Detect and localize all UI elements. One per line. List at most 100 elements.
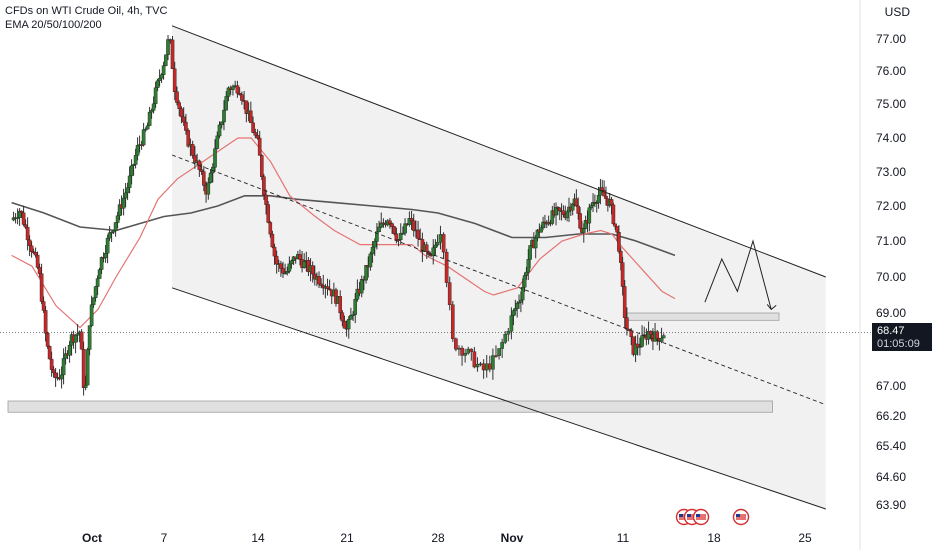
candle-body	[19, 210, 24, 214]
candle-body	[153, 87, 158, 104]
us-flag-stripes	[696, 514, 706, 520]
candle-body	[67, 345, 72, 356]
y-tick-label: 71.00	[876, 234, 906, 248]
candle-body	[103, 252, 108, 259]
candle-body	[141, 129, 146, 146]
candle-body	[260, 155, 264, 177]
candle-body	[620, 262, 625, 287]
us-flag-canton	[736, 514, 740, 517]
candle-body	[111, 230, 116, 233]
candle-body	[622, 286, 627, 318]
candle-body	[41, 301, 46, 311]
candle-body	[51, 369, 56, 374]
candle-body	[135, 144, 140, 156]
candle-body	[149, 110, 154, 113]
candle-body	[219, 121, 224, 126]
candle-body	[115, 215, 120, 223]
candle-body	[613, 223, 617, 227]
candle-body	[215, 135, 220, 149]
candle-body	[95, 278, 100, 287]
candle-body	[351, 314, 355, 316]
candle-body	[129, 165, 134, 177]
y-tick-label: 69.00	[876, 306, 906, 320]
candle-body	[522, 275, 527, 288]
candle-body	[240, 94, 244, 101]
candle-body	[201, 171, 206, 186]
candle-body	[222, 109, 226, 123]
candle-body	[457, 347, 461, 350]
x-tick-label: 14	[251, 531, 265, 545]
candle-body	[255, 135, 260, 139]
candle-body	[47, 346, 52, 360]
candle-body	[481, 363, 486, 371]
indicator-legend[interactable]: EMA 20/50/100/200	[5, 19, 102, 31]
x-tick-label: 11	[617, 531, 630, 545]
candle-body	[557, 207, 562, 212]
x-tick-label: 21	[340, 531, 354, 545]
support-zone	[7, 400, 773, 413]
x-tick-label: 18	[707, 531, 721, 545]
candle-body	[526, 259, 531, 273]
ema-slow-line	[11, 195, 676, 257]
candle-body	[93, 286, 98, 299]
candle-body	[133, 155, 138, 165]
candle-body	[39, 273, 44, 302]
candle-body	[497, 348, 501, 356]
candle-body	[447, 282, 452, 306]
candle-body	[506, 331, 511, 335]
candle-body	[565, 211, 569, 219]
candle-body	[561, 210, 566, 216]
candle-body	[181, 116, 186, 123]
candle-body	[349, 315, 353, 320]
candle-body	[310, 265, 315, 275]
candle-body	[388, 220, 392, 224]
last-price-value: 68.47	[877, 325, 905, 337]
candle-body	[279, 263, 283, 269]
candle-body	[574, 198, 579, 207]
candle-body	[23, 224, 28, 228]
candle-body	[87, 325, 92, 350]
candle-body	[424, 244, 429, 253]
candle-body	[390, 223, 394, 227]
candle-body	[416, 229, 420, 239]
candle-body	[248, 110, 253, 124]
candle-body	[438, 234, 443, 243]
candle-body	[596, 194, 601, 203]
candle-body	[85, 349, 90, 386]
bar-countdown: 01:05:09	[877, 338, 920, 350]
candle-body	[494, 355, 498, 357]
candle-body	[253, 132, 258, 136]
candle-body	[235, 85, 240, 94]
candle-body	[520, 287, 525, 301]
chart-title[interactable]: CFDs on WTI Crude Oil, 4h, TVC	[5, 5, 168, 17]
candle-body	[179, 108, 184, 118]
candle-body	[570, 204, 575, 211]
candle-body	[105, 237, 110, 254]
candle-body	[629, 330, 633, 337]
candle-body	[231, 86, 235, 90]
candle-body	[266, 204, 271, 223]
candle-body	[217, 124, 222, 137]
candle-body	[143, 128, 148, 131]
channel-area	[172, 25, 826, 510]
candle-body	[342, 320, 347, 329]
candle-body	[264, 194, 268, 205]
candle-body	[646, 331, 651, 340]
y-tick-label: 66.20	[876, 409, 906, 423]
candle-body	[463, 353, 467, 356]
candle-body	[519, 299, 523, 303]
candle-body	[281, 268, 285, 274]
candle-body	[287, 263, 292, 272]
candle-body	[37, 267, 42, 274]
candle-body	[327, 288, 332, 290]
candle-body	[83, 385, 88, 389]
x-tick-label: Oct	[82, 531, 102, 545]
candle-body	[190, 144, 195, 156]
candle-body	[609, 199, 614, 206]
candle-body	[283, 272, 287, 275]
candle-body	[359, 279, 364, 294]
us-flag-canton	[679, 514, 683, 517]
candle-body	[262, 176, 266, 196]
candle-body	[45, 333, 50, 347]
